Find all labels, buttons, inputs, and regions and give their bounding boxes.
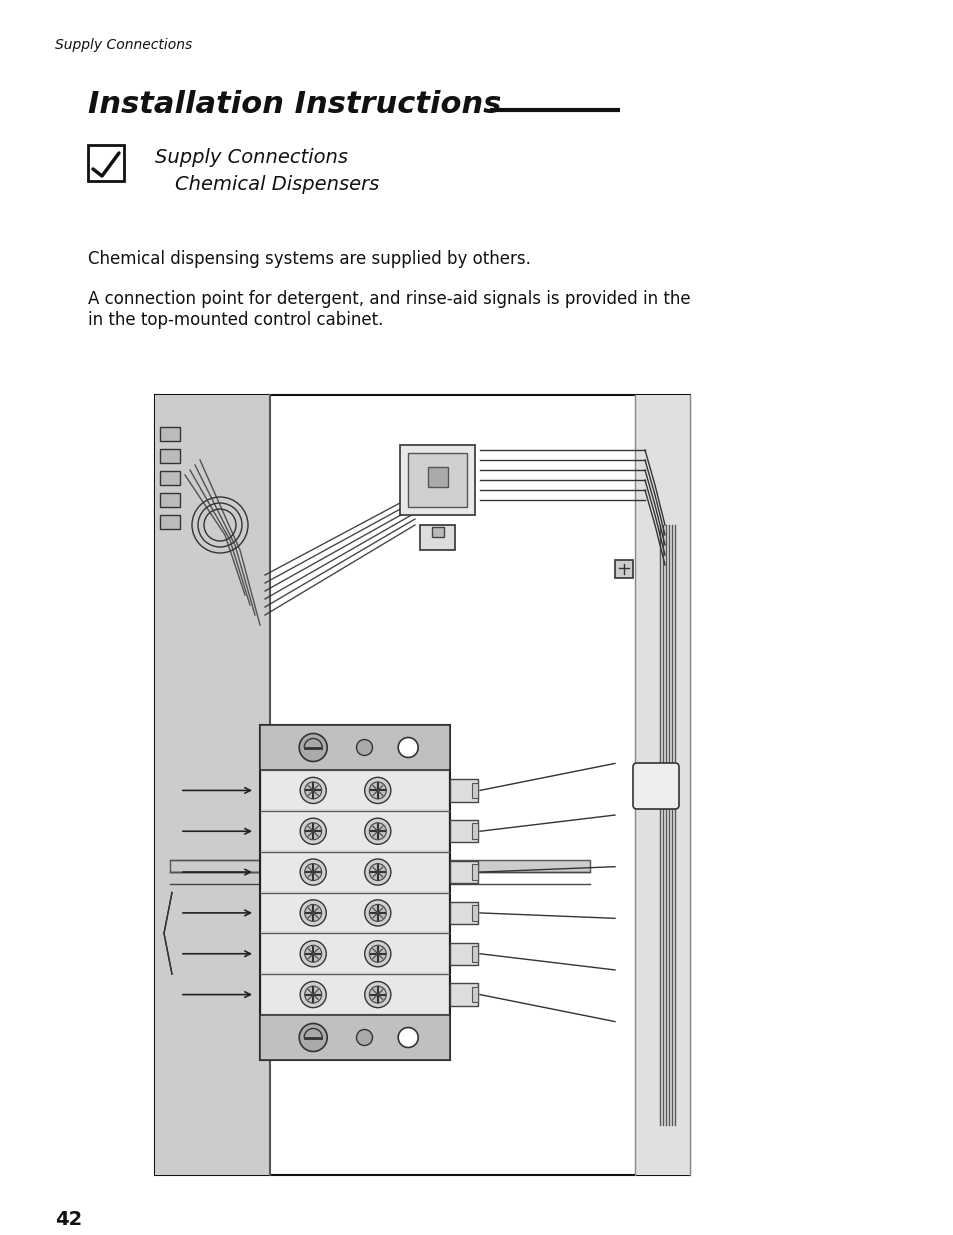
Bar	[472, 824, 477, 839]
Text: 42: 42	[55, 1210, 82, 1229]
Circle shape	[369, 945, 386, 962]
Text: Chemical dispensing systems are supplied by others.: Chemical dispensing systems are supplied…	[88, 249, 530, 268]
Bar	[635, 395, 689, 1174]
Text: Supply Connections: Supply Connections	[154, 148, 348, 167]
Bar	[419, 525, 455, 550]
Bar	[154, 395, 689, 1174]
Bar	[472, 987, 477, 1003]
Circle shape	[369, 823, 386, 840]
Bar	[160, 515, 180, 529]
Circle shape	[356, 740, 372, 756]
Circle shape	[304, 823, 321, 840]
Bar	[88, 144, 124, 182]
Circle shape	[364, 777, 391, 804]
Circle shape	[397, 1028, 417, 1047]
Text: A connection point for detergent, and rinse-aid signals is provided in the
in th: A connection point for detergent, and ri…	[88, 290, 690, 329]
Text: Installation Instructions: Installation Instructions	[88, 90, 501, 119]
Text: Supply Connections: Supply Connections	[55, 38, 193, 52]
Bar	[472, 864, 477, 881]
FancyBboxPatch shape	[633, 763, 679, 809]
Bar	[472, 783, 477, 798]
Bar	[262, 813, 448, 850]
Circle shape	[356, 1030, 372, 1046]
Circle shape	[300, 941, 326, 967]
Bar	[472, 905, 477, 921]
Circle shape	[397, 737, 417, 757]
Bar	[450, 983, 477, 1005]
Circle shape	[364, 818, 391, 845]
Circle shape	[304, 904, 321, 921]
Bar	[160, 471, 180, 485]
Circle shape	[304, 945, 321, 962]
Circle shape	[299, 1024, 327, 1051]
Bar	[260, 725, 450, 769]
Bar	[160, 450, 180, 463]
Bar	[260, 725, 450, 1060]
Bar	[450, 902, 477, 924]
Bar	[170, 860, 589, 872]
Bar	[450, 861, 477, 883]
Bar	[472, 946, 477, 962]
Bar	[450, 779, 477, 802]
Bar	[262, 935, 448, 972]
Bar	[160, 427, 180, 441]
Circle shape	[369, 904, 386, 921]
Circle shape	[364, 982, 391, 1008]
Circle shape	[364, 941, 391, 967]
Circle shape	[369, 782, 386, 799]
Circle shape	[304, 986, 321, 1003]
Bar	[262, 976, 448, 1013]
Circle shape	[369, 863, 386, 881]
Bar	[450, 942, 477, 965]
Bar	[262, 894, 448, 931]
Circle shape	[300, 860, 326, 885]
Circle shape	[364, 860, 391, 885]
Circle shape	[300, 982, 326, 1008]
Bar	[399, 445, 475, 515]
Circle shape	[300, 818, 326, 845]
Circle shape	[299, 734, 327, 762]
Circle shape	[304, 782, 321, 799]
Circle shape	[304, 863, 321, 881]
Bar	[450, 820, 477, 842]
Circle shape	[300, 900, 326, 926]
Bar	[615, 559, 633, 578]
Bar	[262, 772, 448, 809]
Bar	[154, 395, 270, 1174]
Circle shape	[300, 777, 326, 804]
Bar	[408, 453, 467, 508]
Circle shape	[364, 900, 391, 926]
Bar	[428, 467, 448, 487]
Bar	[262, 853, 448, 890]
Bar	[160, 493, 180, 508]
Bar	[260, 1015, 450, 1060]
Circle shape	[369, 986, 386, 1003]
Bar	[432, 527, 443, 537]
Text: Chemical Dispensers: Chemical Dispensers	[174, 175, 379, 194]
